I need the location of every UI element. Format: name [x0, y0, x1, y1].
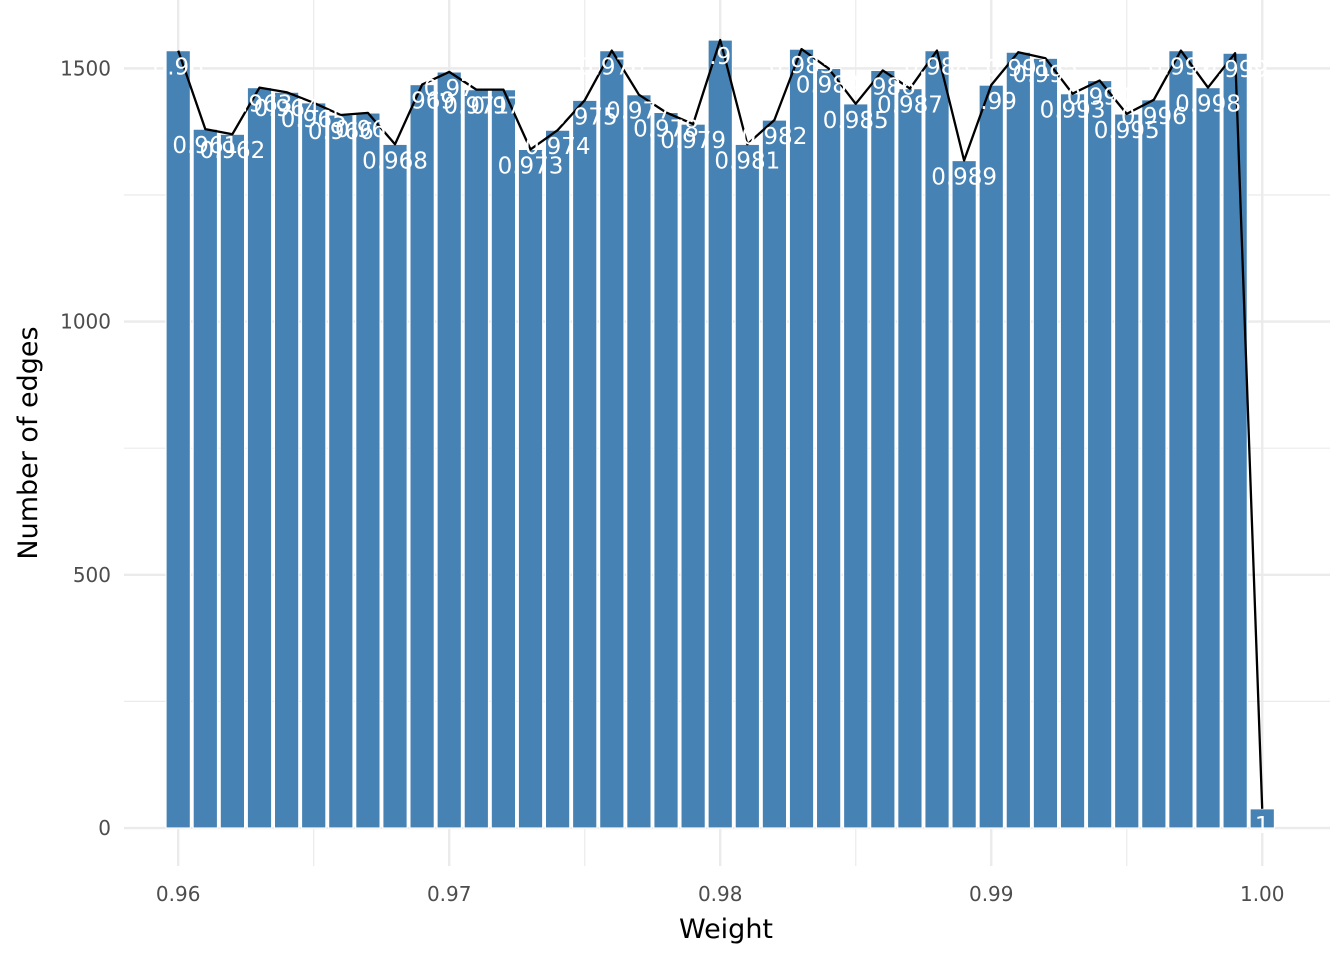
y-tick-label: 0 — [98, 816, 111, 840]
bar — [978, 84, 1005, 829]
frequency-line — [177, 38, 1264, 809]
bar-label: 0.999 — [1202, 57, 1268, 83]
bar — [761, 119, 788, 829]
bar-labels: 0.960.9610.9620.9630.9640.9650.9660.9670… — [153, 44, 1270, 839]
bar — [870, 69, 896, 829]
bar — [707, 39, 734, 829]
bar — [951, 159, 977, 829]
x-tick-label: 0.98 — [698, 882, 743, 906]
bar — [490, 89, 517, 829]
bar — [1059, 93, 1086, 829]
bar — [219, 133, 246, 829]
bar-label: 0.975 — [552, 104, 618, 130]
bar — [1168, 50, 1194, 829]
bar — [680, 123, 706, 829]
bar-label: 0.977 — [606, 99, 672, 125]
bar-label: 0.967 — [335, 117, 401, 143]
bar-label: 0.979 — [660, 128, 726, 154]
bar-label: 0.998 — [1175, 92, 1241, 118]
bars — [165, 39, 1276, 829]
bar — [436, 71, 463, 829]
bar-label: 0.976 — [579, 55, 645, 81]
bar — [788, 48, 815, 829]
bar-label: 0.993 — [1040, 98, 1106, 124]
bar-label: 0.963 — [227, 92, 293, 118]
bar — [165, 50, 191, 829]
bar-label: 0.996 — [1121, 104, 1187, 130]
bar-label: 0.983 — [769, 53, 835, 79]
bar — [382, 143, 408, 829]
bar — [571, 99, 598, 829]
bar — [409, 83, 435, 829]
bar — [273, 91, 300, 829]
y-tick-label: 500 — [73, 563, 111, 587]
bar-label: 0.986 — [850, 74, 916, 100]
bar — [626, 94, 652, 829]
bar — [1141, 99, 1167, 829]
bar-label: 0.985 — [823, 108, 889, 134]
bar — [1032, 57, 1059, 829]
bar-label: 0.961 — [172, 133, 238, 159]
bar — [815, 67, 842, 829]
bar-label: 0.98 — [695, 44, 746, 70]
bar-label: 0.969 — [389, 89, 455, 115]
bar — [599, 50, 625, 829]
bar — [517, 148, 544, 829]
bar-label: 0.96 — [153, 55, 204, 81]
bar-label: 0.984 — [796, 72, 862, 98]
trend-line — [177, 38, 1264, 809]
bar-label: 0.989 — [931, 165, 997, 191]
x-tick-label: 0.97 — [427, 882, 472, 906]
bar — [653, 111, 679, 829]
bar — [463, 89, 490, 829]
x-axis-title: Weight — [679, 914, 773, 945]
bar — [355, 112, 381, 829]
bar — [1222, 52, 1248, 829]
bar — [246, 87, 273, 829]
bar — [300, 102, 327, 829]
bar — [1086, 79, 1113, 829]
bar — [1113, 113, 1140, 829]
bar-label: 0.978 — [633, 116, 699, 142]
bar-label: 0.988 — [904, 55, 970, 81]
bar-label: 0.964 — [254, 96, 320, 122]
bar-label: 0.992 — [1013, 62, 1079, 88]
y-tick-label: 1000 — [60, 310, 111, 334]
bar-label: 0.99 — [966, 89, 1017, 115]
bar — [328, 114, 354, 829]
bar — [897, 88, 923, 829]
bar — [192, 128, 219, 829]
x-tick-label: 0.99 — [969, 882, 1014, 906]
bar-label: 0.981 — [714, 148, 780, 174]
bar-label: 0.972 — [470, 94, 536, 120]
bar — [734, 143, 761, 829]
y-axis-ticks: 0 500 1000 1500 — [60, 56, 111, 840]
bar-label: 0.994 — [1067, 85, 1133, 111]
x-tick-label: 0.96 — [156, 882, 201, 906]
y-axis-title: Number of edges — [13, 326, 44, 559]
bar — [544, 129, 571, 829]
bar — [842, 103, 869, 829]
bar-label: 0.968 — [362, 148, 428, 174]
bar-label: 0.962 — [199, 138, 265, 164]
bar-label: 0.987 — [877, 93, 943, 119]
bar — [1195, 87, 1221, 829]
bar — [924, 50, 950, 829]
x-axis-ticks: 0.96 0.97 0.98 0.99 1.00 — [156, 882, 1285, 906]
bar-label: 0.966 — [308, 119, 374, 145]
bar-label: 0.995 — [1094, 118, 1160, 144]
bar-label: 0.97 — [424, 76, 475, 102]
bar-label: 1 — [1255, 813, 1270, 839]
bar-label: 0.973 — [498, 153, 564, 179]
bar-label: 0.997 — [1148, 55, 1214, 81]
bar-label: 0.991 — [985, 56, 1051, 82]
bar-label: 0.974 — [525, 134, 591, 160]
x-tick-label: 1.00 — [1240, 882, 1285, 906]
bar-label: 0.971 — [443, 94, 509, 120]
bar-label: 0.982 — [741, 124, 807, 150]
bar-label: 0.965 — [281, 107, 347, 133]
bar — [1005, 51, 1032, 829]
y-tick-label: 1500 — [60, 56, 111, 80]
